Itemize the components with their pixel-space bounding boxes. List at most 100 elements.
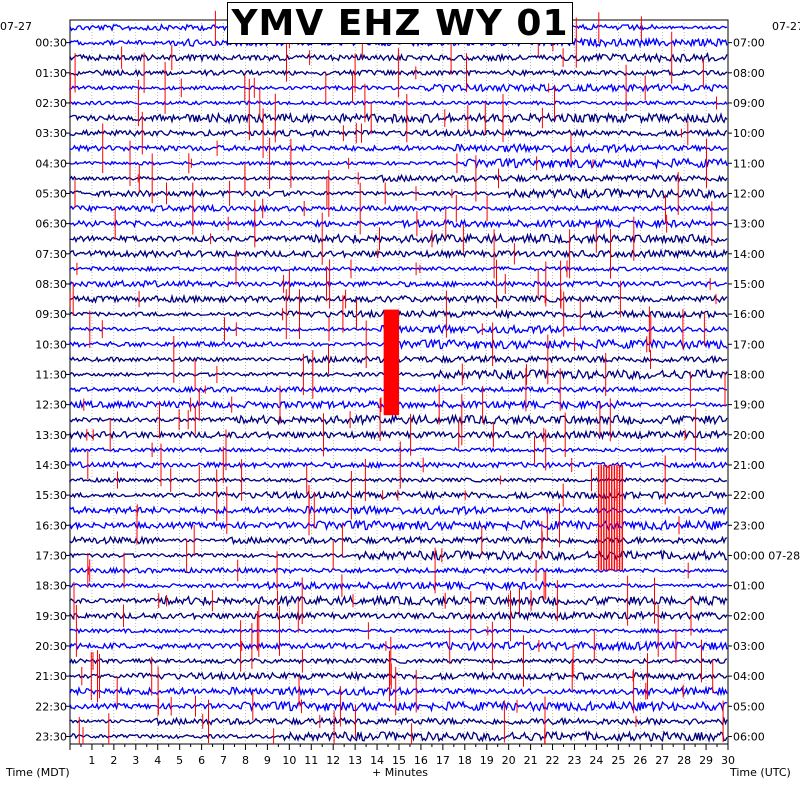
left-time-label: 04:30 (35, 157, 67, 170)
x-tick-label: 2 (110, 754, 117, 767)
left-time-label: 20:30 (35, 640, 67, 653)
trace-line (69, 413, 728, 427)
trace-line (69, 446, 728, 454)
right-time-label: 03:00 (733, 640, 765, 653)
left-time-label: 12:30 (35, 399, 67, 412)
trace-line (69, 657, 728, 665)
trace-line (69, 265, 728, 273)
trace-line (69, 716, 728, 727)
trace-line (69, 218, 728, 230)
right-date-label: 07-27 (772, 20, 800, 33)
x-tick-label: 17 (436, 754, 450, 767)
right-time-label: 18:00 (733, 368, 765, 381)
trace-line (69, 187, 728, 200)
x-tick-label: 22 (546, 754, 560, 767)
right-time-label: 22:00 (733, 489, 765, 502)
left-time-label: 13:30 (35, 429, 67, 442)
right-time-label: 10:00 (733, 127, 765, 140)
x-tick-label: 20 (502, 754, 516, 767)
x-tick-label: 13 (348, 754, 362, 767)
x-tick-label: 6 (198, 754, 205, 767)
trace-line (69, 639, 728, 653)
left-time-label: 01:30 (35, 67, 67, 80)
right-time-label: 15:00 (733, 278, 765, 291)
left-time-label: 18:30 (35, 580, 67, 593)
x-tick-label: 5 (176, 754, 183, 767)
x-tick-label: 12 (326, 754, 340, 767)
right-time-label: 21:00 (733, 459, 765, 472)
trace-line (69, 128, 728, 138)
right-time-label: 07:00 (733, 37, 765, 50)
trace-line (69, 700, 728, 713)
x-tick-label: 26 (633, 754, 647, 767)
x-tick-label: 23 (567, 754, 581, 767)
trace-line (69, 82, 728, 94)
left-date-label: 07-27 (0, 20, 32, 33)
left-time-label: 07:30 (35, 248, 67, 261)
x-tick-label: 24 (589, 754, 603, 767)
right-time-label: 16:00 (733, 308, 765, 321)
x-tick-label: 19 (480, 754, 494, 767)
left-time-label: 16:30 (35, 519, 67, 532)
left-time-label: 08:30 (35, 278, 67, 291)
trace-line (69, 670, 728, 682)
x-tick-label: 11 (304, 754, 318, 767)
x-tick-label: 4 (154, 754, 161, 767)
right-time-label: 11:00 (733, 157, 765, 170)
right-time-label: 13:00 (733, 218, 765, 231)
x-tick-label: 9 (264, 754, 271, 767)
left-axis-title: Time (MDT) (6, 766, 70, 779)
left-time-label: 23:30 (35, 730, 67, 743)
left-time-label: 05:30 (35, 187, 67, 200)
left-time-label: 17:30 (35, 549, 67, 562)
trace-line (69, 203, 728, 213)
x-tick-label: 3 (132, 754, 139, 767)
trace-line (69, 429, 728, 441)
right-time-label: 08:00 (733, 67, 765, 80)
left-time-label: 19:30 (35, 610, 67, 623)
right-time-label: 17:00 (733, 338, 765, 351)
left-time-label: 10:30 (35, 338, 67, 351)
trace-line (69, 594, 728, 608)
large-event-block (383, 309, 399, 416)
traces (69, 22, 728, 743)
trace-line (69, 566, 728, 575)
right-time-label: 00:00 07-28 (733, 549, 800, 562)
right-time-label: 14:00 (733, 248, 765, 261)
trace-line (69, 293, 728, 305)
left-time-label: 06:30 (35, 218, 67, 231)
chart-title: YMV EHZ WY 01 (227, 2, 573, 44)
trace-line (69, 627, 728, 635)
trace-line (69, 142, 728, 154)
trace-line (69, 68, 728, 78)
x-tick-label: 15 (392, 754, 406, 767)
left-time-label: 15:30 (35, 489, 67, 502)
trace-line (69, 685, 728, 697)
left-time-label: 14:30 (35, 459, 67, 472)
trace-line (69, 173, 728, 184)
x-tick-label: 29 (699, 754, 713, 767)
right-time-label: 05:00 (733, 700, 765, 713)
x-tick-label: 25 (611, 754, 625, 767)
right-time-label: 06:00 (733, 730, 765, 743)
right-time-label: 12:00 (733, 187, 765, 200)
trace-line (69, 730, 728, 743)
right-time-label: 19:00 (733, 399, 765, 412)
x-tick-label: 21 (524, 754, 538, 767)
left-time-label: 09:30 (35, 308, 67, 321)
trace-line (69, 279, 728, 289)
trace-line (69, 232, 728, 246)
x-tick-label: 7 (220, 754, 227, 767)
right-time-label: 23:00 (733, 519, 765, 532)
chart-title-text: YMV EHZ WY 01 (231, 2, 569, 44)
x-tick-label: 10 (282, 754, 296, 767)
x-tick-label: 8 (242, 754, 249, 767)
left-time-label: 11:30 (35, 368, 67, 381)
x-tick-label: 27 (655, 754, 669, 767)
x-tick-label: 1 (88, 754, 95, 767)
left-time-label: 02:30 (35, 97, 67, 110)
x-tick-label: 28 (677, 754, 691, 767)
right-axis-title: Time (UTC) (730, 766, 791, 779)
right-time-label: 02:00 (733, 610, 765, 623)
